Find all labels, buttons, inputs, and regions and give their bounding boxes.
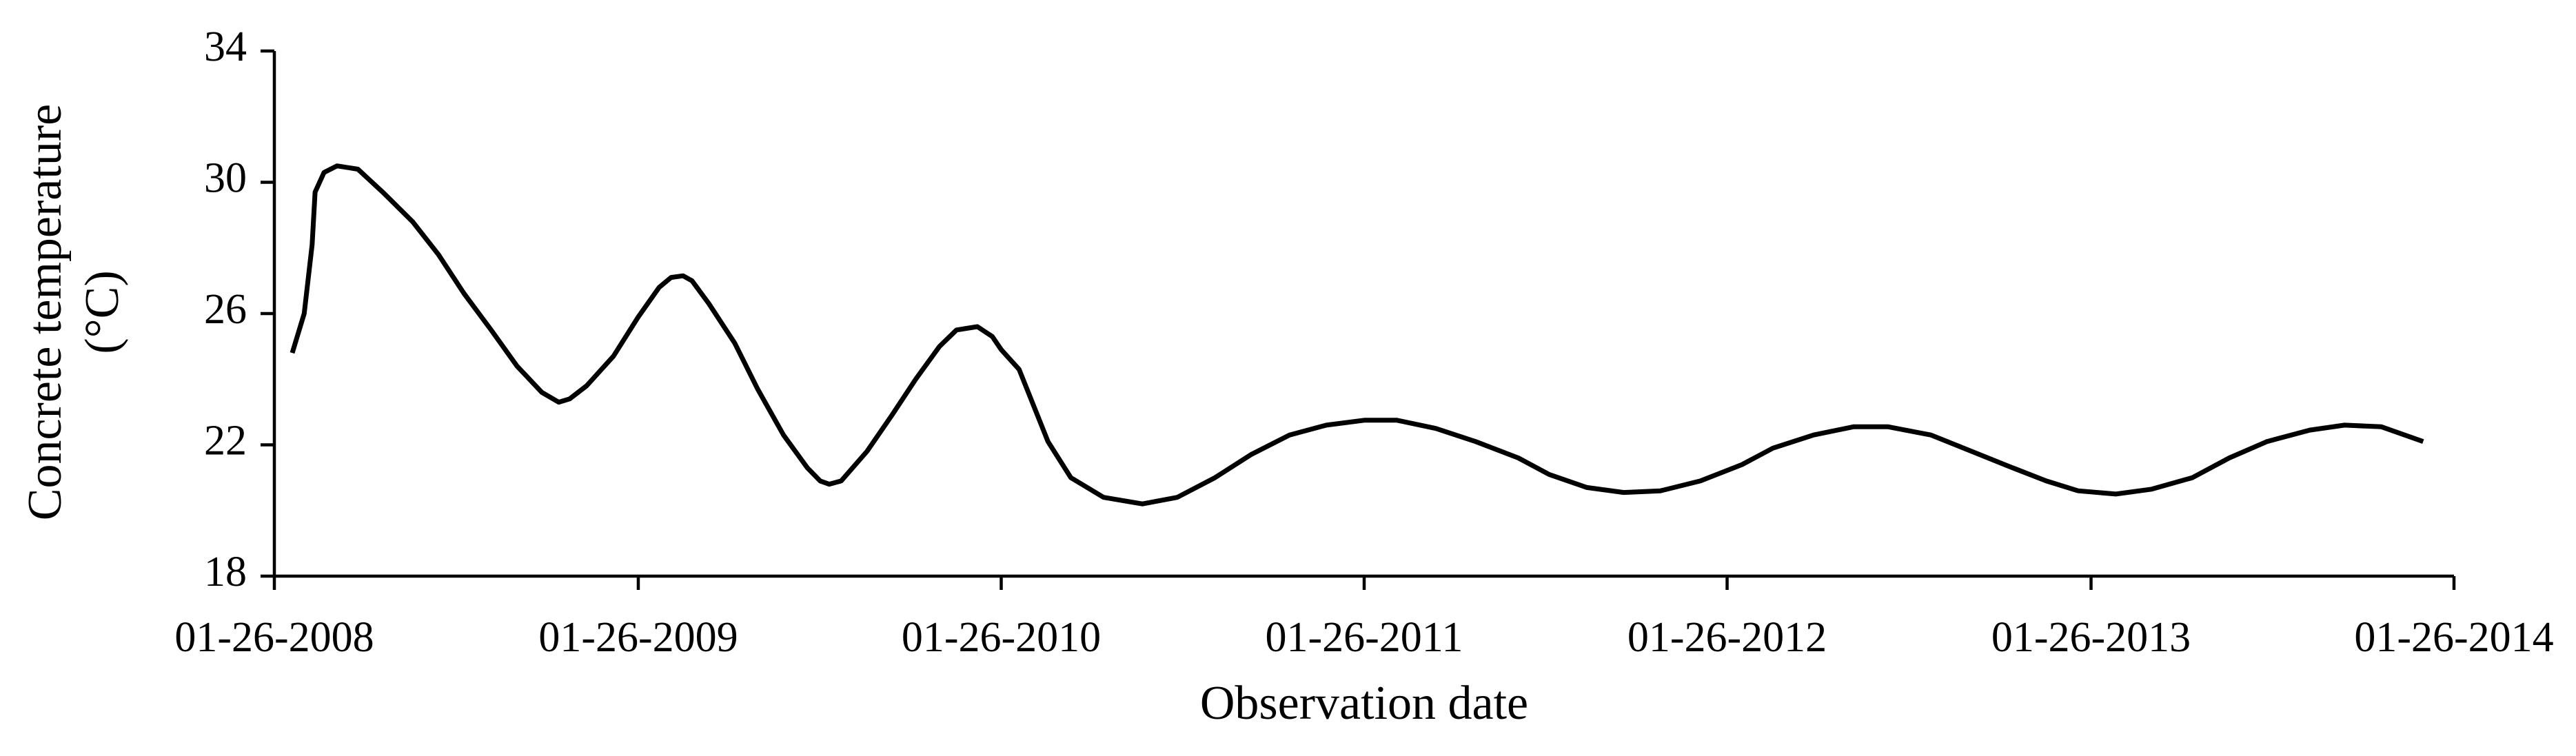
y-tick-label: 22 [204,418,247,464]
y-axis-label: (°C) [76,270,129,354]
x-tick-label: 01-26-2010 [902,614,1101,661]
y-tick-label: 26 [204,286,247,333]
x-axis-label: Observation date [1200,677,1528,730]
y-axis-label: Concrete temperature [19,104,72,520]
x-tick-label: 01-26-2011 [1266,614,1463,661]
x-tick-label: 01-26-2013 [1991,614,2191,661]
x-tick-label: 01-26-2008 [174,614,374,661]
x-tick-label: 01-26-2012 [1627,614,1827,661]
y-tick-label: 34 [204,23,247,70]
x-tick-label: 01-26-2009 [538,614,738,661]
x-tick-label: 01-26-2014 [2354,614,2553,661]
y-tick-label: 18 [204,549,247,595]
y-tick-label: 30 [204,155,247,202]
data-line [290,163,2424,507]
